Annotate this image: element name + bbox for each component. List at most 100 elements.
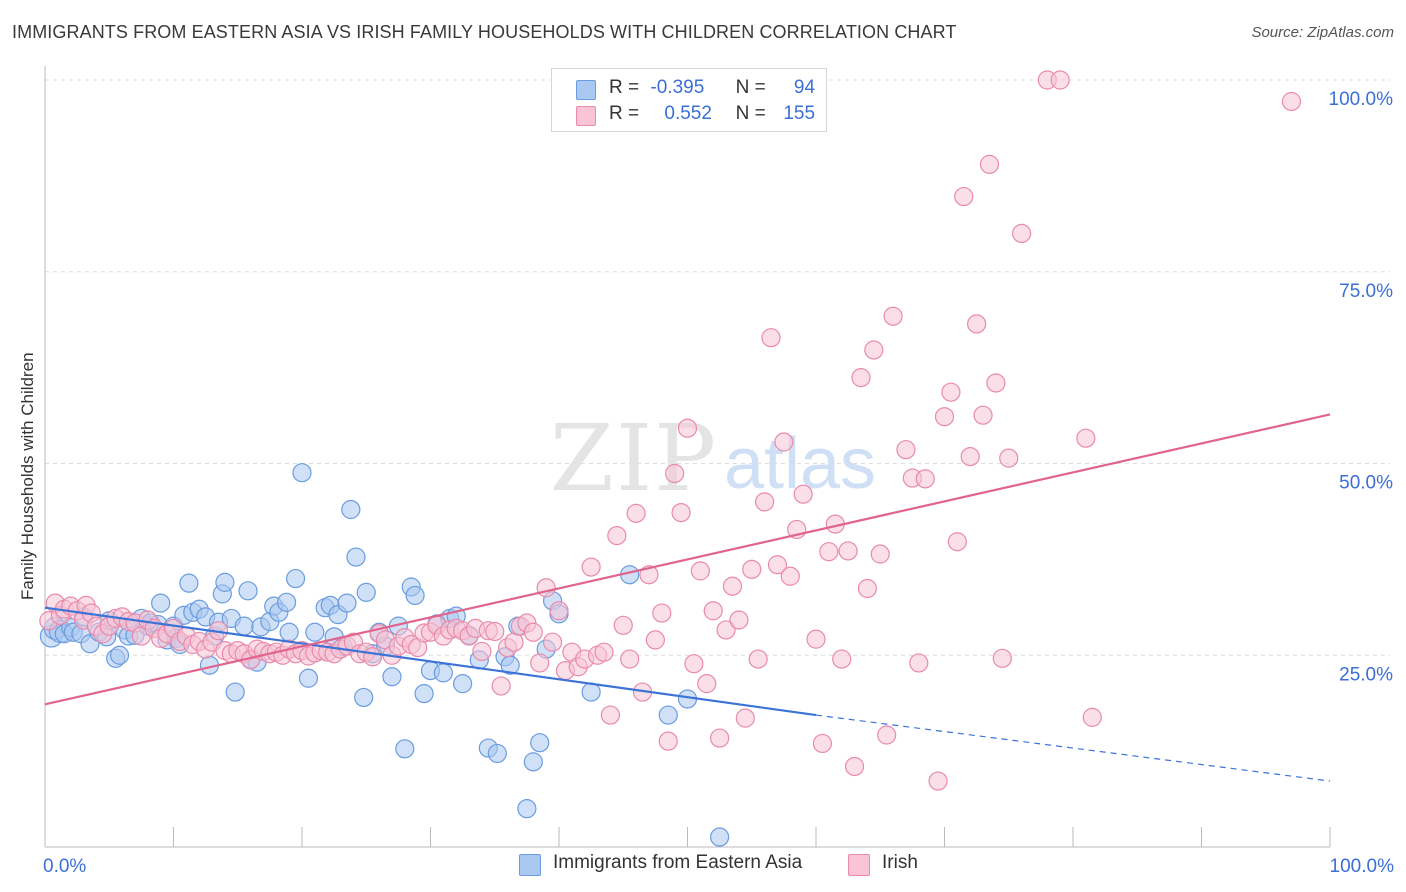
point-irish xyxy=(530,653,550,673)
point-irish xyxy=(767,555,788,575)
point-eastern-asia xyxy=(285,568,306,589)
point-eastern-asia xyxy=(298,668,319,688)
point-irish xyxy=(523,622,543,642)
legend-n-value: 155 xyxy=(783,103,816,124)
point-irish xyxy=(697,674,717,694)
point-eastern-asia xyxy=(405,585,425,606)
point-irish xyxy=(594,642,614,662)
point-eastern-asia xyxy=(382,667,402,687)
correlation-legend: R = -0.395 N = 94 R = 0.552 N = 155 xyxy=(551,68,827,132)
point-eastern-asia xyxy=(225,682,245,702)
point-eastern-asia xyxy=(581,682,601,702)
legend-n-label: N = xyxy=(735,103,766,124)
point-eastern-asia xyxy=(433,663,453,683)
point-irish xyxy=(748,649,768,669)
point-irish xyxy=(979,154,1000,174)
point-irish xyxy=(915,469,935,489)
point-irish xyxy=(780,566,800,586)
point-irish xyxy=(761,328,781,348)
point-eastern-asia xyxy=(354,687,374,708)
legend-r-value: -0.395 xyxy=(650,77,705,98)
legend-n-value: 94 xyxy=(793,77,816,98)
point-eastern-asia xyxy=(395,739,415,759)
point-irish xyxy=(870,544,890,564)
y-tick-label: 25.0% xyxy=(1339,664,1393,685)
point-irish xyxy=(607,525,627,546)
point-eastern-asia xyxy=(453,674,473,694)
point-eastern-asia xyxy=(305,622,325,642)
point-irish xyxy=(684,654,704,674)
bottom-legend-swatch-eastern-asia xyxy=(519,854,541,876)
point-irish xyxy=(877,725,897,745)
point-irish xyxy=(1281,91,1302,112)
point-eastern-asia xyxy=(215,572,235,592)
point-irish xyxy=(620,649,640,669)
point-irish xyxy=(742,559,762,579)
point-irish xyxy=(690,561,710,581)
series-irish xyxy=(39,70,1302,791)
point-irish xyxy=(729,610,749,630)
point-irish xyxy=(581,557,601,577)
point-eastern-asia xyxy=(276,592,297,612)
point-irish xyxy=(363,647,383,667)
point-eastern-asia xyxy=(710,827,730,847)
point-irish xyxy=(652,603,672,623)
point-irish xyxy=(793,484,813,504)
x-tick-label: 0.0% xyxy=(43,856,86,877)
point-eastern-asia xyxy=(414,683,434,704)
y-axis-label: Family Households with Children xyxy=(18,352,37,600)
point-eastern-asia xyxy=(279,622,299,642)
point-irish xyxy=(947,532,967,552)
axes xyxy=(44,66,1331,848)
point-irish xyxy=(928,771,948,791)
point-irish xyxy=(832,649,852,669)
point-eastern-asia xyxy=(337,593,357,613)
x-tick-label: 100.0% xyxy=(1330,856,1395,877)
bottom-legend-label-eastern-asia: Immigrants from Eastern Asia xyxy=(553,852,803,873)
point-irish xyxy=(896,440,916,460)
bottom-legend-label-irish: Irish xyxy=(882,852,918,873)
point-eastern-asia xyxy=(530,733,550,753)
point-irish xyxy=(735,708,755,728)
point-eastern-asia xyxy=(238,581,258,601)
legend-swatch-eastern-asia xyxy=(576,80,596,100)
point-eastern-asia xyxy=(109,645,130,665)
point-irish xyxy=(1011,223,1032,243)
gridlines xyxy=(45,79,1390,656)
point-irish xyxy=(992,648,1012,668)
point-irish xyxy=(851,367,871,388)
trend-line-eastern-asia-extension xyxy=(815,714,1331,782)
point-irish xyxy=(665,463,685,484)
point-irish xyxy=(716,620,736,640)
trend-lines xyxy=(44,413,1331,782)
point-irish xyxy=(658,731,678,751)
point-irish xyxy=(857,578,878,599)
point-eastern-asia xyxy=(356,582,376,602)
point-irish xyxy=(626,503,646,523)
legend-r-value: 0.552 xyxy=(664,103,712,124)
point-irish xyxy=(542,632,563,652)
point-eastern-asia xyxy=(234,616,254,636)
point-irish xyxy=(1050,70,1070,90)
point-irish xyxy=(806,629,826,649)
legend-r-label: R = xyxy=(609,77,640,98)
point-eastern-asia xyxy=(341,499,361,520)
point-eastern-asia xyxy=(151,593,171,613)
point-irish xyxy=(812,733,833,754)
point-irish xyxy=(645,630,665,650)
point-irish xyxy=(844,756,865,777)
point-irish xyxy=(754,492,775,512)
legend-n-label: N = xyxy=(735,77,766,98)
point-eastern-asia xyxy=(179,573,199,593)
point-eastern-asia xyxy=(487,743,507,764)
point-eastern-asia xyxy=(517,799,537,819)
point-eastern-asia xyxy=(346,547,366,567)
point-irish xyxy=(485,621,505,642)
point-irish xyxy=(967,314,987,334)
source-label: Source: ZipAtlas.com xyxy=(1251,24,1394,41)
point-irish xyxy=(536,578,556,598)
point-eastern-asia xyxy=(658,705,678,725)
point-eastern-asia xyxy=(292,463,312,483)
point-irish xyxy=(774,432,794,452)
